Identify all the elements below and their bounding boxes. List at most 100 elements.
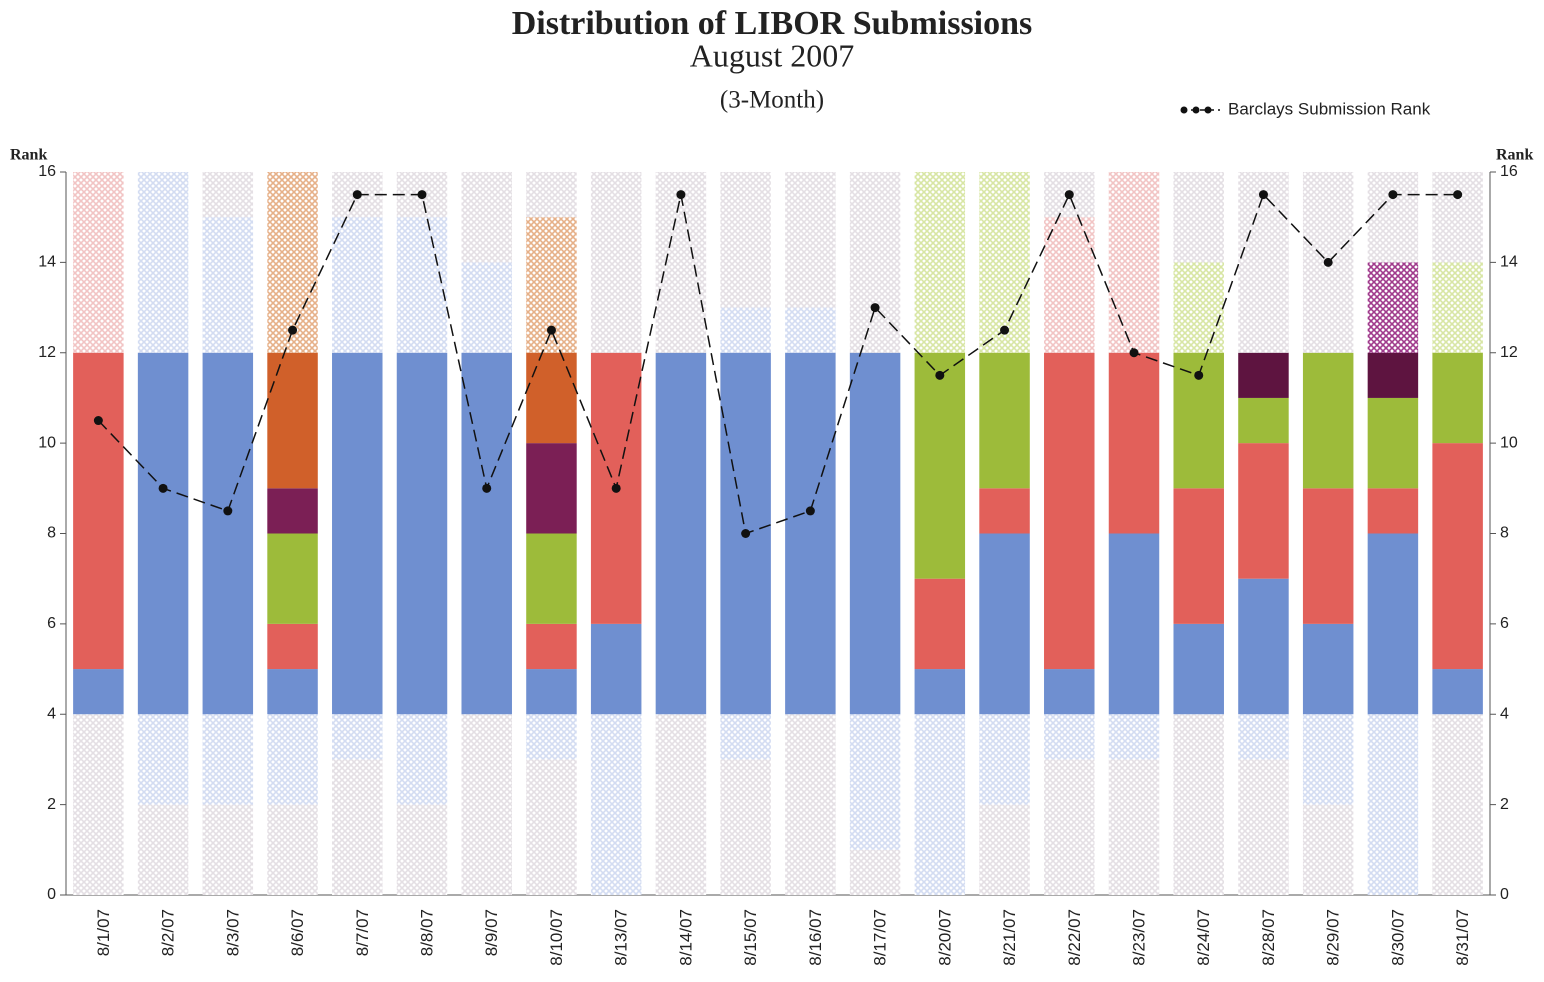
bar-segment — [396, 804, 448, 895]
bar-segment — [267, 533, 318, 624]
y-tick-label: 10 — [38, 434, 56, 451]
bar-segment — [785, 714, 836, 895]
chart-subtitle: August 2007 — [690, 37, 854, 73]
rank-point — [1323, 257, 1333, 267]
rank-point — [1000, 325, 1010, 335]
bar-segment — [849, 172, 901, 353]
bar-segment — [526, 172, 577, 218]
x-tick-label: 8/24/07 — [1194, 909, 1213, 966]
y-tick-label: 2 — [47, 796, 56, 813]
x-tick-label: 8/10/07 — [547, 909, 566, 966]
bar-segment — [979, 352, 1030, 489]
rank-point — [611, 483, 621, 493]
bar-segment — [267, 352, 318, 489]
bar-segment — [914, 669, 966, 715]
bar-segment — [1044, 352, 1095, 670]
bar-segment — [396, 217, 448, 353]
bar-segment — [1108, 759, 1160, 895]
bar-segment — [461, 352, 512, 715]
bar-segment — [1173, 172, 1224, 263]
bar-segment — [1044, 669, 1095, 715]
bar-segment — [1367, 352, 1419, 398]
x-tick-label: 8/9/07 — [482, 909, 501, 956]
rank-point — [482, 483, 492, 493]
bar-segment — [1302, 623, 1354, 715]
bar-segment — [720, 714, 771, 760]
legend-label: Barclays Submission Rank — [1228, 99, 1431, 118]
rank-point — [352, 190, 362, 200]
chart-title: Distribution of LIBOR Submissions — [512, 5, 1033, 42]
bar-segment — [979, 714, 1030, 805]
rank-point — [417, 190, 427, 200]
bar-segment — [73, 669, 124, 715]
x-tick-label: 8/14/07 — [676, 909, 695, 966]
legend-marker — [1204, 106, 1212, 114]
bar-segment — [267, 172, 318, 353]
x-tick-label: 8/8/07 — [417, 909, 436, 956]
tenor-label: (3-Month) — [720, 87, 824, 114]
bar-segment — [1367, 397, 1419, 489]
y2-tick-label: 12 — [1500, 344, 1518, 361]
bar-segment — [1044, 759, 1095, 895]
bar-segment — [590, 172, 642, 353]
bar-segment — [1432, 443, 1483, 670]
rank-point — [741, 529, 751, 538]
y-tick-label: 8 — [47, 525, 56, 542]
bar-segment — [1302, 804, 1354, 895]
y2-tick-label: 2 — [1500, 796, 1509, 813]
rank-point — [935, 370, 945, 380]
x-tick-label: 8/28/07 — [1259, 909, 1278, 966]
bar-segment — [590, 714, 642, 895]
bar-segment — [1432, 714, 1483, 895]
bar-segment — [1044, 714, 1095, 760]
bar-segment — [1108, 714, 1160, 760]
y2-tick-label: 10 — [1500, 434, 1518, 451]
bar-segment — [720, 759, 771, 895]
bar-segment — [202, 714, 254, 805]
bar-segment — [1432, 172, 1483, 263]
bar-segment — [526, 669, 577, 715]
bar-segment — [137, 804, 189, 895]
bar-segment — [914, 714, 966, 895]
bar-segment — [1367, 488, 1419, 534]
bar-segment — [720, 307, 771, 353]
bar-segment — [1108, 533, 1160, 715]
legend-marker — [1180, 106, 1188, 114]
bar-segment — [1044, 217, 1095, 353]
rank-point — [1129, 348, 1139, 358]
bar-segment — [720, 172, 771, 308]
x-tick-label: 8/2/07 — [159, 909, 178, 956]
bar-segment — [1108, 172, 1160, 353]
bar-segment — [1238, 352, 1289, 398]
bar-segment — [914, 352, 966, 579]
bar-segment — [1302, 714, 1354, 805]
bar-segment — [73, 172, 124, 353]
x-tick-label: 8/23/07 — [1129, 909, 1148, 966]
bar-segment — [785, 352, 836, 715]
y2-tick-label: 16 — [1500, 163, 1518, 180]
bar-segment — [1173, 488, 1224, 624]
y-tick-label: 16 — [38, 163, 56, 180]
bar-segment — [202, 804, 254, 895]
x-tick-label: 8/13/07 — [612, 909, 631, 966]
bar-segment — [526, 443, 577, 534]
bar-segment — [526, 352, 577, 444]
bar-segment — [1302, 488, 1354, 624]
y-tick-label: 4 — [47, 705, 56, 722]
bar-segment — [979, 488, 1030, 534]
x-tick-label: 8/3/07 — [223, 909, 242, 956]
y2-tick-label: 8 — [1500, 525, 1509, 542]
bar-segment — [1238, 578, 1289, 715]
bar-segment — [979, 172, 1030, 353]
bar-segment — [655, 172, 707, 353]
bar-segment — [655, 352, 707, 715]
x-tick-label: 8/30/07 — [1388, 909, 1407, 966]
bar-segment — [73, 714, 124, 895]
x-tick-label: 8/1/07 — [94, 909, 113, 956]
rank-point — [93, 416, 103, 426]
bar-segment — [267, 669, 318, 715]
y2-tick-label: 6 — [1500, 615, 1509, 632]
rank-point — [223, 506, 233, 516]
